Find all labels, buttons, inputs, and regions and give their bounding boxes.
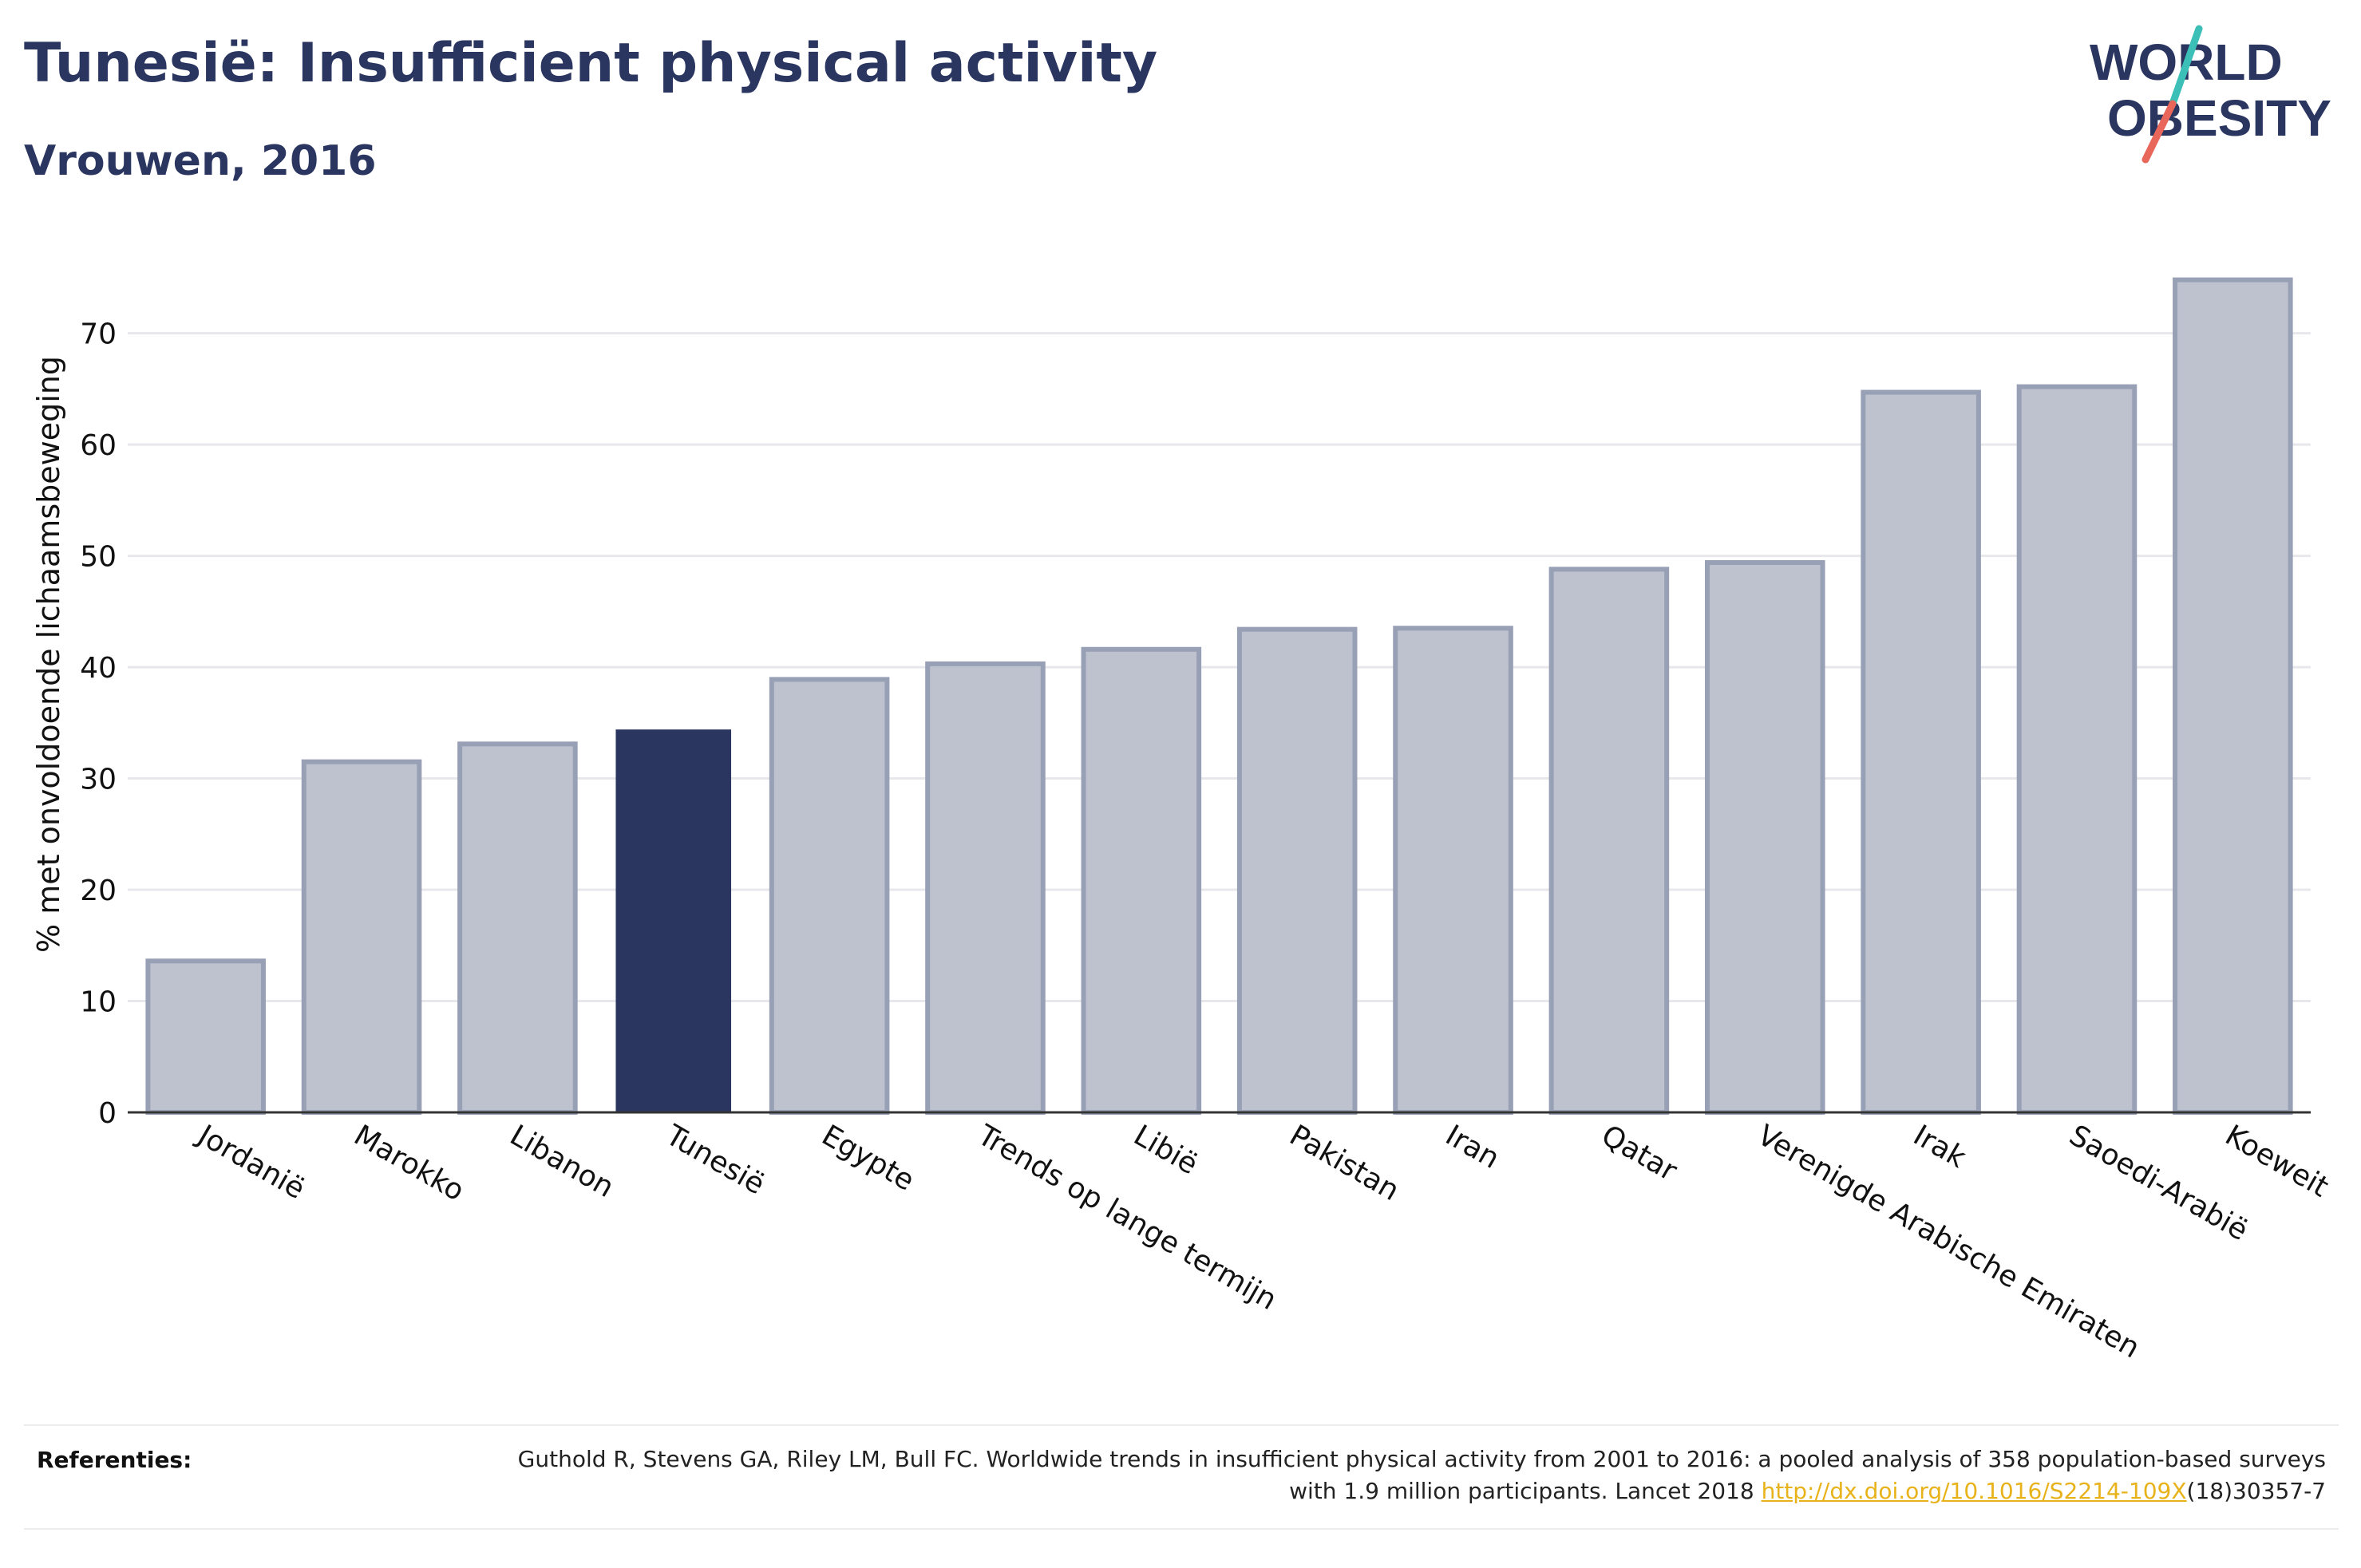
y-tick-label: 20 [80, 875, 117, 907]
y-axis-label: % met onvoldoende lichaamsbeweging [31, 356, 66, 953]
x-tick-label: Trends op lange termijn [971, 1119, 1282, 1317]
bar [769, 677, 890, 1115]
x-tick-label: Iran [1440, 1119, 1505, 1175]
bar [1081, 646, 1202, 1115]
reference-citation: Guthold R, Stevens GA, Riley LM, Bull FC… [517, 1446, 2326, 1504]
bar [1236, 626, 1358, 1115]
bar [1861, 389, 1981, 1115]
chart-title: Tunesië: Insufficient physical activity [24, 32, 1158, 95]
references-footer: Referenties: Guthold R, Stevens GA, Rile… [24, 1424, 2339, 1530]
bar [925, 661, 1046, 1115]
x-tick-label: Tunesië [659, 1119, 769, 1202]
bar-highlighted [615, 729, 732, 1112]
x-tick-label: Jordanië [191, 1118, 310, 1206]
y-tick-label: 60 [80, 429, 117, 462]
world-obesity-logo: WORLD OBESITY [2090, 25, 2331, 164]
reference-doi-link[interactable]: http://dx.doi.org/10.1016/S2214-109X [1761, 1478, 2187, 1504]
y-tick-label: 40 [80, 652, 117, 685]
x-tick-label: Marokko [349, 1119, 470, 1207]
reference-text: Guthold R, Stevens GA, Riley LM, Bull FC… [490, 1444, 2326, 1507]
chart-subtitle: Vrouwen, 2016 [24, 137, 377, 185]
y-tick-label: 50 [80, 541, 117, 574]
x-tick-label: Koeweit [2220, 1119, 2334, 1203]
bars [145, 277, 2293, 1116]
references-label: Referenties: [37, 1447, 192, 1473]
logo-slash-bottom [2142, 100, 2177, 164]
bar [1548, 567, 1670, 1115]
bar [1393, 626, 1513, 1115]
bar [145, 958, 266, 1116]
x-tick-label: Egypte [817, 1119, 920, 1198]
y-tick-label: 0 [98, 1097, 117, 1130]
x-tick-labels: Jordanië Marokko Libanon Tunesië Egypte Trend… [191, 1118, 2334, 1365]
y-tick-label: 70 [80, 318, 117, 351]
x-tick-label: Irak [1908, 1119, 1971, 1175]
x-tick-label: Qatar [1596, 1119, 1682, 1187]
y-tick-label: 10 [80, 986, 117, 1019]
bar [457, 741, 578, 1115]
bar [2016, 384, 2138, 1115]
x-tick-label: Libanon [504, 1119, 619, 1204]
logo-slash-top [2169, 25, 2203, 108]
y-tick-label: 30 [80, 764, 117, 796]
x-tick-label: Pakistan [1284, 1119, 1405, 1207]
bar [301, 759, 422, 1115]
logo-line-2: OBESITY [2107, 89, 2331, 147]
bar [1704, 559, 1825, 1115]
y-tick-labels: 0 10 20 30 40 50 60 70 [80, 318, 117, 1130]
x-tick-label: Libië [1128, 1119, 1203, 1181]
bar-chart: 0 10 20 30 40 50 60 70 Jordanië Marokko Libanon Tu… [31, 277, 2334, 1365]
bar [2173, 277, 2293, 1116]
reference-suffix: (18)30357-7 [2186, 1478, 2326, 1504]
gridlines [128, 332, 2311, 1003]
